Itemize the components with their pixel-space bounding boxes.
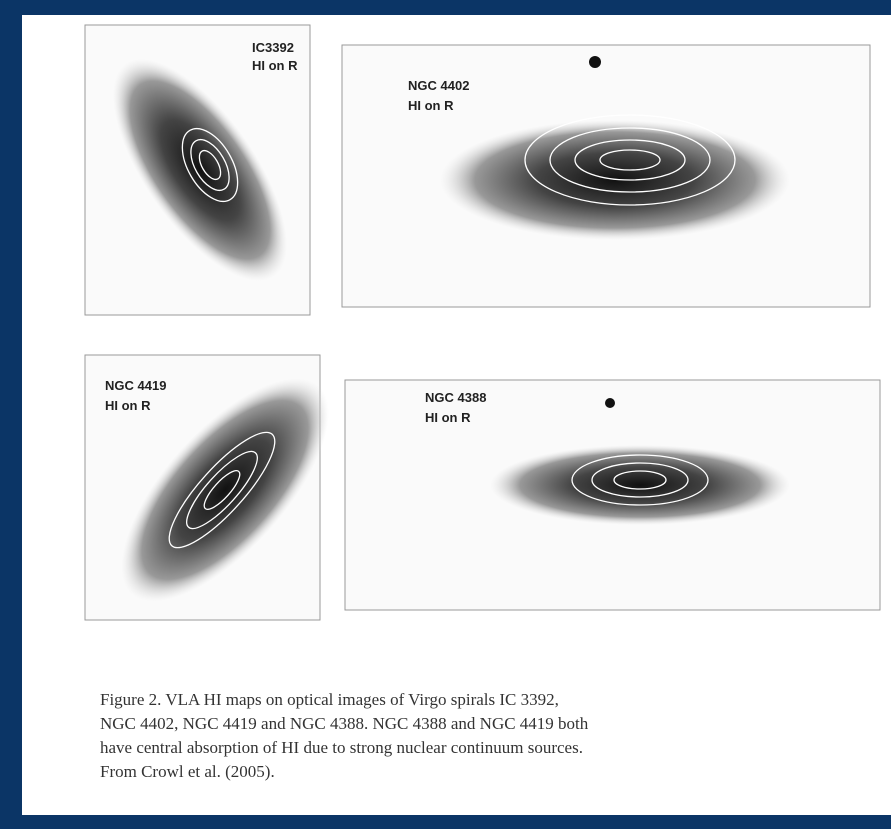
panel: NGC 4419 HI on R [84, 354, 329, 621]
caption-line: have central absorption of HI due to str… [100, 738, 583, 757]
caption: Figure 2. VLA HI maps on optical images … [100, 690, 589, 781]
galaxy [112, 58, 288, 282]
panel: NGC 4402 HI on R [341, 44, 871, 308]
panel-label: HI on R [252, 58, 298, 73]
galaxy [490, 445, 790, 525]
panel-label: HI on R [105, 398, 151, 413]
caption-line: From Crowl et al. (2005). [100, 762, 275, 781]
panel-name: NGC 4388 [425, 390, 486, 405]
panel-label: HI on R [408, 98, 454, 113]
galaxy [440, 120, 790, 240]
panel-label: HI on R [425, 410, 471, 425]
panel-name: NGC 4419 [105, 378, 166, 393]
contours [571, 454, 709, 506]
panel-name: IC3392 [252, 40, 294, 55]
contours [168, 431, 276, 549]
panel: IC3392 HI on R [84, 24, 311, 316]
caption-line: NGC 4402, NGC 4419 and NGC 4388. NGC 438… [100, 714, 589, 733]
caption-line: Figure 2. VLA HI maps on optical images … [100, 690, 559, 709]
contours [524, 114, 736, 206]
panel: NGC 4388 HI on R [344, 379, 881, 611]
panel-name: NGC 4402 [408, 78, 469, 93]
contours [181, 128, 239, 202]
galaxy [121, 378, 329, 602]
